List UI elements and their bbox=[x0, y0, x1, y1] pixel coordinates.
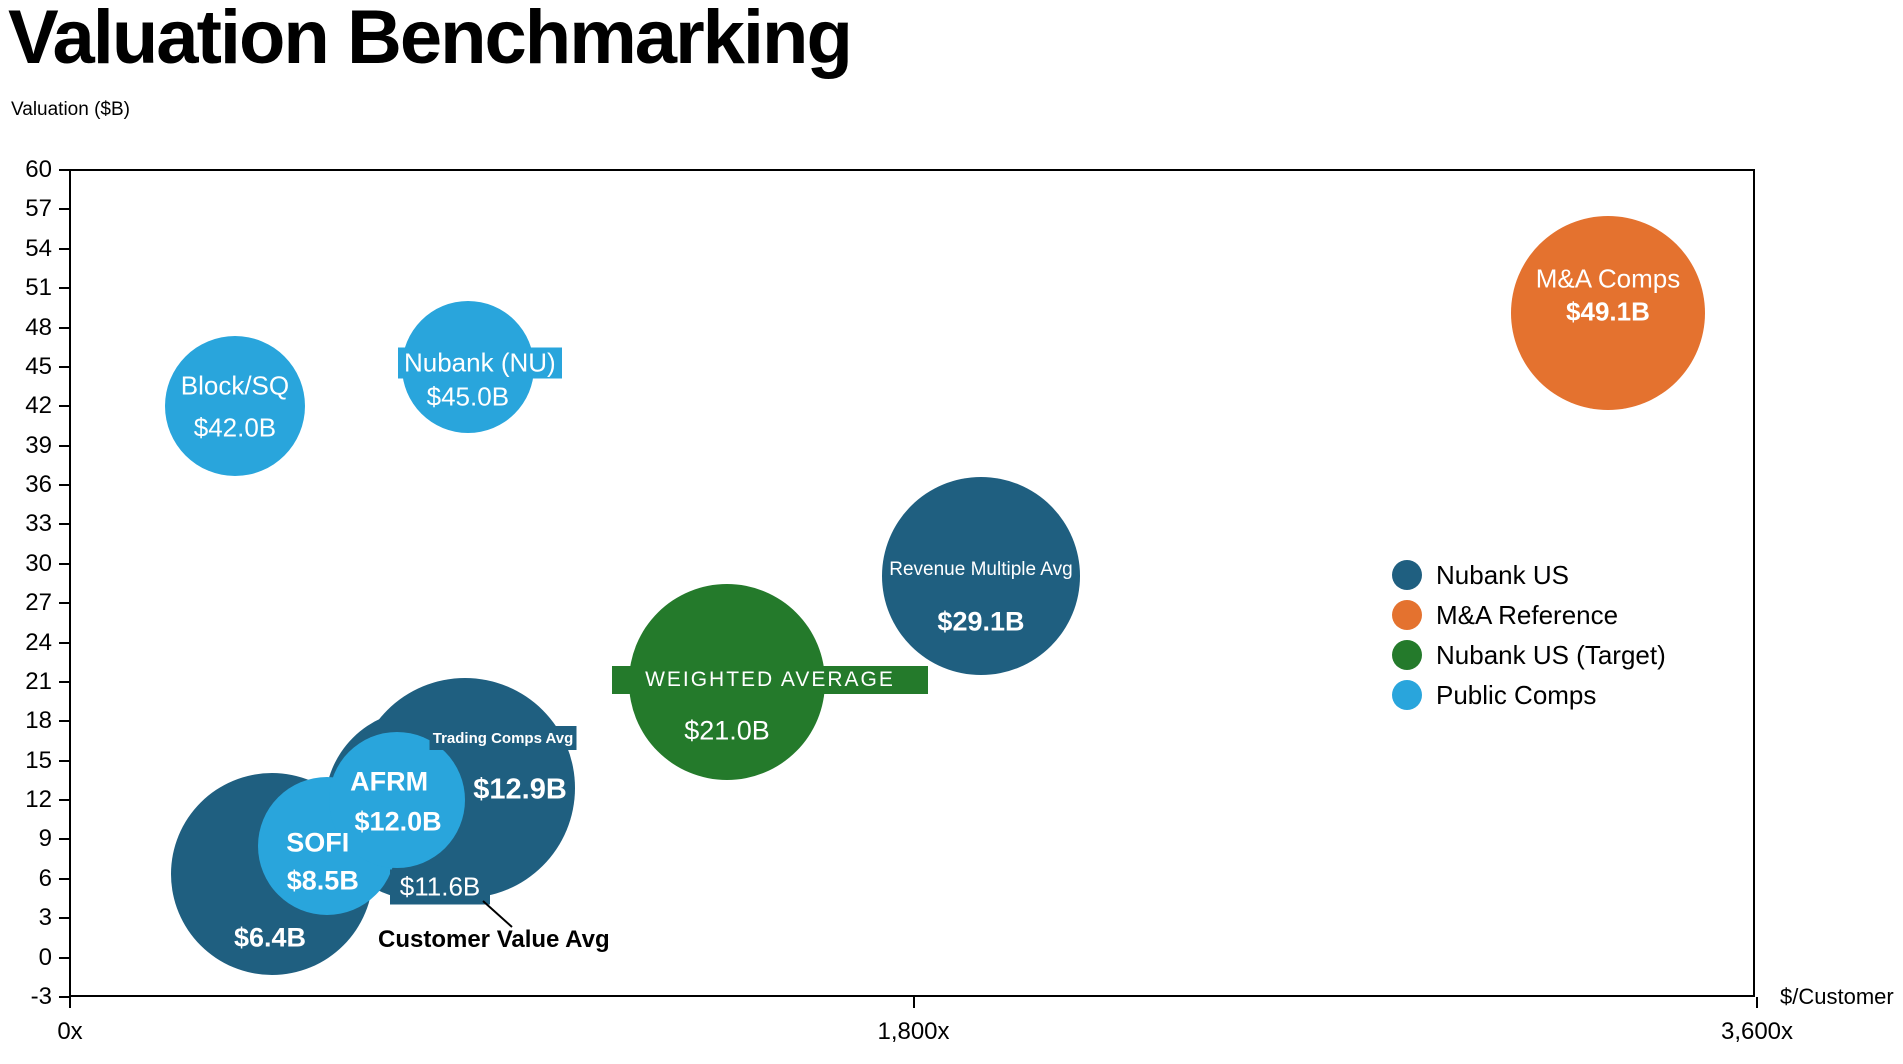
bubble-label-ma-comps: $49.1B bbox=[1566, 296, 1650, 327]
bubble-label-sofi: SOFI bbox=[286, 827, 350, 858]
y-tick-label: 45 bbox=[25, 352, 52, 380]
y-tick bbox=[59, 169, 70, 171]
y-tick bbox=[59, 523, 70, 526]
y-tick bbox=[59, 484, 70, 487]
y-tick bbox=[59, 956, 70, 959]
legend-label: Nubank US (Target) bbox=[1436, 639, 1666, 670]
y-tick-label: 18 bbox=[25, 707, 52, 735]
bubble-label-nubank-nu: $45.0B bbox=[426, 381, 510, 412]
legend-label: Nubank US bbox=[1436, 559, 1569, 590]
legend-marker-nubank_us_target bbox=[1392, 640, 1422, 670]
x-tick-label: 0x bbox=[57, 1018, 83, 1045]
x-tick-label: 1,800x bbox=[877, 1018, 950, 1045]
legend-marker-public_comps bbox=[1392, 680, 1422, 710]
bubble-label-sofi: $8.5B bbox=[286, 865, 359, 896]
legend: Nubank US M&A Reference Nubank US (Target)… bbox=[1392, 555, 1666, 715]
legend-marker-nubank_us bbox=[1392, 560, 1422, 590]
x-tick bbox=[1756, 997, 1758, 1008]
y-tick-label: 6 bbox=[38, 864, 52, 892]
bubble-afrm bbox=[329, 732, 466, 869]
y-tick bbox=[59, 996, 70, 998]
y-tick bbox=[59, 838, 70, 841]
y-tick bbox=[59, 562, 70, 565]
legend-label: Public Comps bbox=[1436, 679, 1597, 710]
y-tick-label: 42 bbox=[25, 392, 52, 420]
y-tick bbox=[59, 641, 70, 644]
bubble-label-weighted-average: $21.0B bbox=[684, 715, 770, 746]
bubble-label-nubank-us-6-4b: $6.4B bbox=[233, 922, 306, 953]
x-axis-unit-label: $/Customer bbox=[1780, 984, 1894, 1009]
bubble-label-revenue-multiple-avg: $29.1B bbox=[937, 606, 1025, 637]
bubble-label-afrm: $12.0B bbox=[354, 806, 442, 837]
legend-marker-ma_reference bbox=[1392, 600, 1422, 630]
y-tick-label: 51 bbox=[25, 274, 52, 302]
y-tick bbox=[59, 444, 70, 447]
bubble-label-block-sq: Block/SQ bbox=[180, 370, 290, 401]
y-tick bbox=[59, 877, 70, 880]
bubble-label-revenue-multiple-avg: Revenue Multiple Avg bbox=[889, 558, 1073, 580]
plot-area-border bbox=[69, 169, 1755, 997]
chart-title: Valuation Benchmarking bbox=[8, 0, 853, 80]
y-tick-label: 12 bbox=[25, 786, 52, 814]
y-tick-label: 21 bbox=[25, 667, 52, 695]
y-tick bbox=[59, 680, 70, 683]
y-axis-title: Valuation ($B) bbox=[11, 99, 130, 120]
bubble-label-customer-value-avg: $11.6B bbox=[390, 869, 491, 905]
bubble-label-trading-comps-avg: Trading Comps Avg bbox=[429, 726, 577, 751]
y-tick bbox=[59, 326, 70, 329]
y-tick bbox=[59, 799, 70, 802]
y-tick-label: 39 bbox=[25, 431, 52, 459]
y-tick-label: 27 bbox=[25, 589, 52, 617]
y-tick bbox=[59, 247, 70, 250]
y-tick bbox=[59, 365, 70, 368]
bubble-label-weighted-average: WEIGHTED AVERAGE bbox=[611, 665, 928, 694]
y-tick-label: 48 bbox=[25, 313, 52, 341]
y-tick bbox=[59, 917, 70, 920]
y-tick-label: 54 bbox=[25, 234, 52, 262]
y-tick bbox=[59, 208, 70, 211]
x-tick bbox=[912, 997, 915, 1008]
customer-value-avg-callout-label: Customer Value Avg bbox=[378, 926, 610, 953]
y-tick-label: 33 bbox=[25, 510, 52, 538]
y-tick bbox=[59, 287, 70, 290]
y-tick bbox=[59, 720, 70, 723]
y-tick-label: 30 bbox=[25, 549, 52, 577]
y-tick bbox=[59, 759, 70, 762]
y-tick-label: 9 bbox=[38, 825, 52, 853]
legend-item-public_comps: Public Comps bbox=[1392, 675, 1666, 715]
x-tick-label: 3,600x bbox=[1720, 1018, 1794, 1045]
legend-item-ma_reference: M&A Reference bbox=[1392, 595, 1666, 635]
bubble-label-nubank-nu: Nubank (NU) bbox=[397, 347, 562, 379]
bubble-label-trading-comps-avg: $12.9B bbox=[473, 773, 567, 806]
bubble-revenue-multiple-avg bbox=[881, 476, 1080, 675]
bubble-ma-comps bbox=[1510, 216, 1705, 411]
y-tick bbox=[59, 405, 70, 408]
y-tick-label: 36 bbox=[25, 471, 52, 499]
y-tick-label: 15 bbox=[25, 746, 52, 774]
bubble-label-afrm: AFRM bbox=[350, 766, 429, 797]
y-tick-label: 60 bbox=[25, 156, 52, 183]
y-tick-label: 3 bbox=[38, 904, 52, 932]
legend-item-nubank_us: Nubank US bbox=[1392, 555, 1666, 595]
y-tick-label: 57 bbox=[25, 195, 52, 223]
legend-label: M&A Reference bbox=[1436, 599, 1619, 630]
y-tick bbox=[59, 602, 70, 605]
bubble-label-ma-comps: M&A Comps bbox=[1535, 263, 1681, 294]
legend-item-nubank_us_target: Nubank US (Target) bbox=[1392, 635, 1666, 675]
bubble-block-sq bbox=[164, 336, 305, 477]
y-tick-label: 24 bbox=[25, 628, 52, 656]
y-tick-label: -3 bbox=[30, 983, 52, 1010]
bubble-label-block-sq: $42.0B bbox=[193, 412, 277, 443]
y-tick-label: 0 bbox=[38, 943, 52, 971]
x-tick bbox=[69, 997, 71, 1008]
